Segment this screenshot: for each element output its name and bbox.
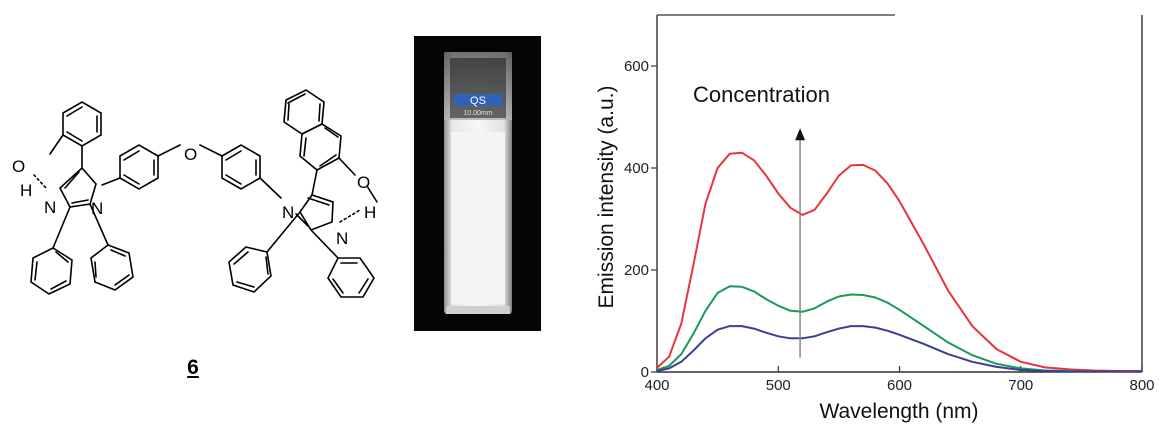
y-tick-label: 0 <box>641 364 649 381</box>
x-tick-label: 700 <box>1008 377 1033 394</box>
x-tick-label: 600 <box>887 377 912 394</box>
chemical-structure: O H N N O N N O H <box>12 89 378 298</box>
x-tick-label: 800 <box>1129 377 1154 394</box>
cuvette-label-path: 10.00mm <box>463 110 492 117</box>
atom-n-left-n: N <box>91 199 103 218</box>
concentration-arrow-head <box>795 128 806 141</box>
atom-n-right-n: N <box>282 203 294 222</box>
series-line-1 <box>656 285 1142 373</box>
y-tick-label: 400 <box>624 160 649 177</box>
atom-h-left: H <box>20 181 32 200</box>
atom-o-bridge: O <box>184 145 197 164</box>
atom-o-right: O <box>357 173 370 192</box>
atom-n-right-nh: N <box>336 229 348 248</box>
series-line-2 <box>656 325 1142 373</box>
cuvette-photo: QS 10.00mm <box>414 36 541 331</box>
cuvette-label-qs: QS <box>470 95 486 107</box>
atom-h-right: H <box>364 203 376 222</box>
y-tick-label: 200 <box>624 262 649 279</box>
plot-frame <box>656 14 1143 373</box>
atom-n-left-nh: N <box>44 198 56 217</box>
annotation-concentration: Concentration <box>693 82 830 107</box>
atom-o-left: O <box>12 157 25 176</box>
x-tick-label: 500 <box>766 377 791 394</box>
compound-label: 6 <box>187 356 199 379</box>
y-tick-label: 600 <box>624 58 649 75</box>
y-axis-title: Emission intensity (a.u.) <box>595 86 618 309</box>
x-axis-title: Wavelength (nm) <box>819 400 978 423</box>
series-line-0 <box>656 151 1142 372</box>
x-tick-label: 400 <box>644 377 669 394</box>
